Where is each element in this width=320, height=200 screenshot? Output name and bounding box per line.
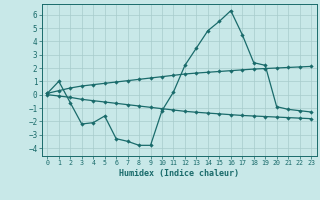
X-axis label: Humidex (Indice chaleur): Humidex (Indice chaleur) [119,169,239,178]
